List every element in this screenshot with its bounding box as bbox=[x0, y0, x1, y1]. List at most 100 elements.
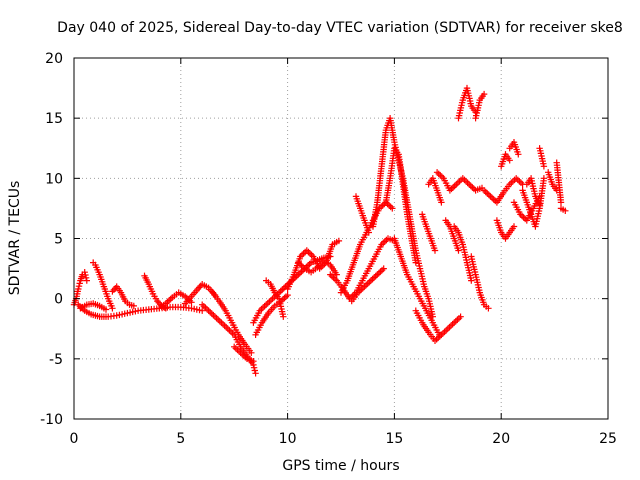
grid-lines bbox=[74, 58, 608, 419]
data-point-interp bbox=[452, 318, 459, 325]
data-point-interp bbox=[464, 179, 471, 186]
data-point-interp bbox=[384, 200, 391, 208]
y-tick-label: 10 bbox=[45, 171, 63, 187]
data-point-interp bbox=[331, 275, 339, 283]
data-point-interp bbox=[456, 178, 463, 185]
data-point-interp bbox=[454, 316, 461, 323]
data-point bbox=[557, 199, 565, 206]
data-point bbox=[451, 319, 458, 326]
data-point-interp bbox=[378, 266, 386, 274]
y-tick-label: 15 bbox=[45, 111, 63, 127]
data-point-interp bbox=[264, 300, 271, 307]
data-point bbox=[211, 313, 219, 320]
data-point-interp bbox=[223, 324, 230, 331]
y-tick-labels: -10 -5 0 5 10 15 20 bbox=[40, 51, 63, 428]
data-point bbox=[455, 247, 462, 254]
data-point bbox=[374, 271, 381, 278]
data-point-interp bbox=[277, 287, 284, 295]
data-point bbox=[444, 325, 451, 332]
x-tick-label: 15 bbox=[385, 431, 403, 447]
data-point bbox=[284, 291, 291, 299]
data-point-interp bbox=[387, 203, 394, 211]
data-point bbox=[81, 269, 88, 276]
data-point-interp bbox=[383, 236, 390, 244]
data-point-interp bbox=[484, 190, 491, 197]
x-tick-label: 20 bbox=[492, 431, 510, 447]
data-point bbox=[333, 271, 340, 278]
data-point bbox=[109, 305, 116, 312]
data-point bbox=[515, 151, 522, 158]
data-point bbox=[540, 163, 548, 170]
x-tick-label: 25 bbox=[599, 431, 617, 447]
data-point-interp bbox=[282, 293, 290, 300]
data-point bbox=[218, 319, 225, 326]
data-point-interp bbox=[380, 239, 387, 247]
y-tick-label: 20 bbox=[45, 51, 63, 67]
data-point bbox=[365, 229, 372, 236]
data-point-interp bbox=[75, 283, 83, 290]
data-point-interp bbox=[251, 367, 258, 374]
data-point-interp bbox=[167, 295, 174, 303]
data-point-interp bbox=[518, 212, 526, 220]
data-point-interp bbox=[208, 310, 215, 317]
data-point-interp bbox=[306, 250, 314, 257]
y-axis-label: SDTVAR / TECUs bbox=[7, 181, 23, 296]
data-point-interp bbox=[490, 196, 497, 203]
x-tick-labels: 0 5 10 15 20 25 bbox=[70, 431, 617, 447]
data-point-interp bbox=[435, 170, 442, 177]
data-point-interp bbox=[470, 185, 478, 193]
data-point-interp bbox=[508, 179, 515, 186]
data-point-interp bbox=[446, 324, 453, 331]
data-point-interp bbox=[485, 191, 493, 199]
data-point-interp bbox=[304, 262, 312, 269]
data-point bbox=[536, 201, 543, 208]
x-tick-label: 0 bbox=[70, 431, 79, 447]
data-point-interp bbox=[443, 327, 450, 334]
y-tick-label: 5 bbox=[54, 232, 63, 248]
data-point-interp bbox=[516, 178, 523, 185]
data-points bbox=[70, 84, 569, 377]
data-point-interp bbox=[82, 274, 90, 281]
data-point-interp bbox=[219, 321, 227, 328]
data-point-interp bbox=[449, 321, 456, 328]
data-point-interp bbox=[482, 188, 489, 196]
data-point-interp bbox=[300, 250, 307, 257]
data-point-interp bbox=[375, 269, 383, 277]
data-point bbox=[540, 175, 548, 182]
data-point-interp bbox=[461, 176, 468, 183]
data-point bbox=[487, 193, 494, 200]
x-axis-label: GPS time / hours bbox=[282, 458, 399, 474]
data-point-interp bbox=[488, 194, 496, 202]
data-point bbox=[361, 283, 368, 290]
data-point-interp bbox=[449, 184, 457, 191]
data-point-interp bbox=[213, 315, 220, 322]
y-tick-label: -10 bbox=[40, 412, 63, 428]
data-point-interp bbox=[296, 269, 304, 277]
data-point-interp bbox=[455, 315, 463, 322]
data-point bbox=[75, 285, 82, 293]
data-point-interp bbox=[250, 364, 258, 371]
data-point-interp bbox=[305, 248, 312, 256]
data-point-interp bbox=[364, 280, 371, 287]
data-point-interp bbox=[202, 304, 209, 311]
data-point-interp bbox=[438, 173, 446, 180]
data-point-interp bbox=[435, 334, 442, 341]
data-point-interp bbox=[467, 182, 474, 190]
data-point-interp bbox=[82, 271, 89, 279]
data-point-interp bbox=[229, 330, 236, 337]
data-point bbox=[562, 207, 569, 214]
data-point-interp bbox=[514, 176, 521, 183]
data-point bbox=[438, 199, 445, 206]
data-point-interp bbox=[215, 316, 222, 323]
data-point-interp bbox=[451, 182, 458, 190]
data-point bbox=[252, 370, 259, 377]
data-point bbox=[389, 205, 396, 212]
data-point-interp bbox=[517, 179, 525, 186]
data-point-interp bbox=[377, 268, 384, 275]
data-point-interp bbox=[259, 304, 267, 311]
data-point-interp bbox=[280, 284, 288, 292]
data-point bbox=[335, 237, 343, 245]
data-point-interp bbox=[200, 303, 207, 310]
data-point-interp bbox=[308, 251, 315, 259]
